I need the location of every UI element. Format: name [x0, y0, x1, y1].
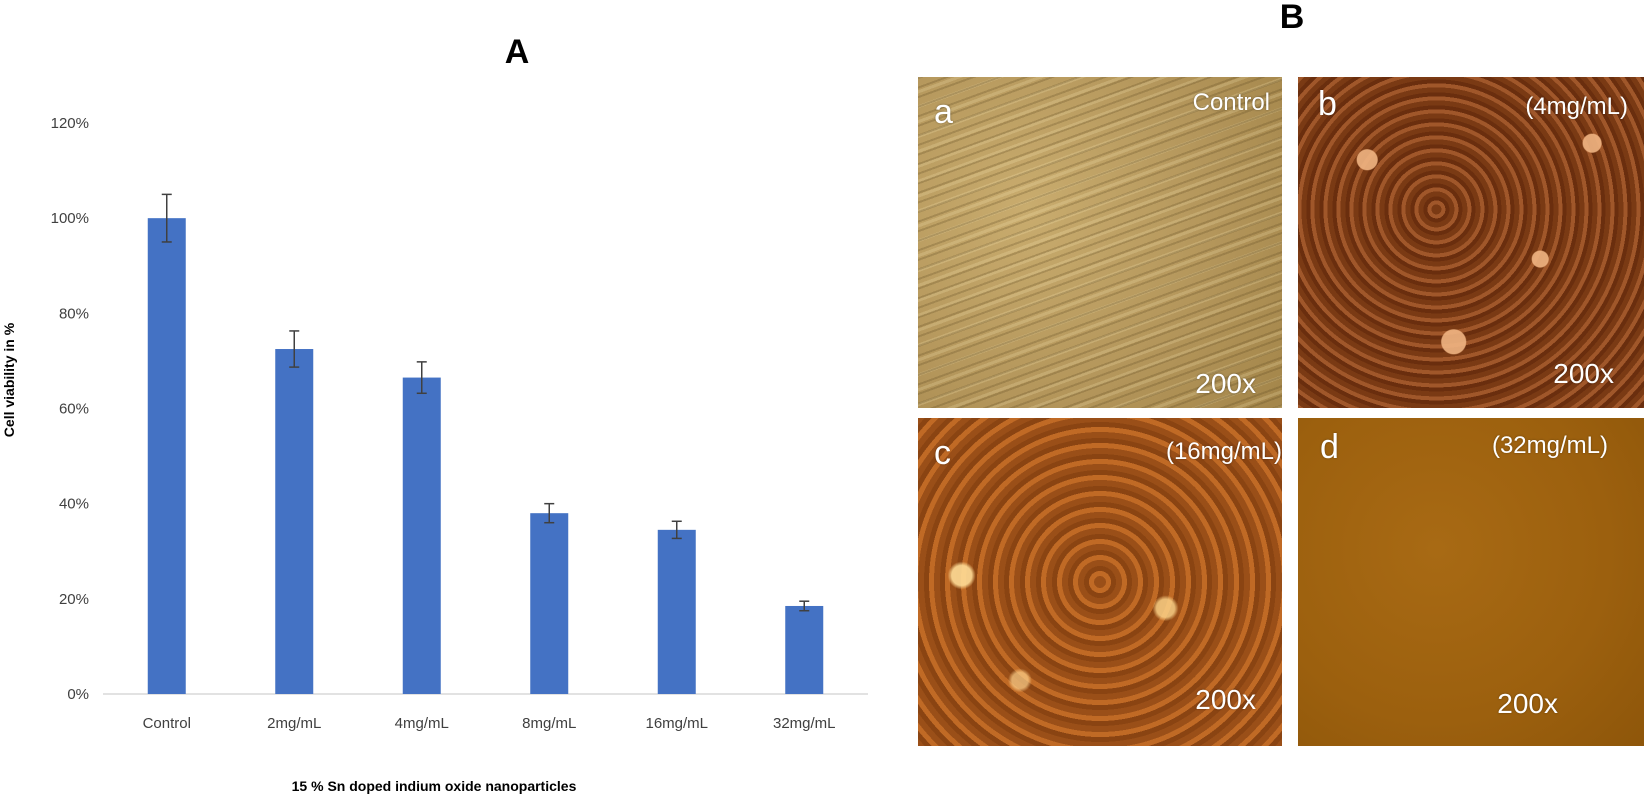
error-bars-group — [161, 193, 810, 612]
y-tick-label: 20% — [59, 591, 89, 608]
y-tick-label: 0% — [67, 686, 89, 703]
error-bar — [416, 361, 427, 395]
error-bar — [544, 502, 555, 524]
y-tick-label: 120% — [51, 115, 89, 132]
x-axis-title: 15 % Sn doped indium oxide nanoparticles — [292, 778, 577, 794]
category-label: 4mg/mL — [395, 715, 449, 732]
category-label: 8mg/mL — [522, 715, 576, 732]
panel-b-label: B — [1280, 0, 1305, 36]
category-label: Control — [143, 715, 191, 732]
micrograph-magnification: 200x — [1497, 688, 1558, 719]
error-bar — [161, 193, 172, 243]
micrograph-letter: a — [934, 93, 953, 131]
error-bar — [671, 520, 682, 540]
bar — [785, 605, 824, 694]
micrograph-4mg: b (4mg/mL) 200x — [1298, 77, 1644, 408]
category-labels: Control 2mg/mL 4mg/mL 8mg/mL 16mg/mL 32mg/mL — [143, 715, 836, 732]
y-tick-label: 40% — [59, 496, 89, 513]
micrograph-label: Control — [1192, 89, 1270, 116]
micrograph-label: (16mg/mL) — [1165, 438, 1282, 465]
category-label: 16mg/mL — [645, 715, 708, 732]
micrograph-label: (4mg/mL) — [1525, 93, 1628, 120]
bar — [402, 377, 441, 694]
error-bar — [799, 600, 810, 612]
micrograph-control: a Control 200x — [918, 77, 1282, 408]
category-label: 2mg/mL — [267, 715, 321, 732]
bar — [530, 513, 569, 694]
bar — [147, 218, 186, 694]
micrograph-magnification: 200x — [1195, 368, 1256, 399]
bar-chart: A 0% 20% 40% 60% 80% 100% 120% Control 2mg/mL 4m… — [1, 33, 868, 794]
y-tick-label: 100% — [51, 210, 89, 227]
micrograph-magnification: 200x — [1195, 684, 1256, 715]
micrograph-label: (32mg/mL) — [1491, 432, 1608, 459]
y-tick-label: 60% — [59, 401, 89, 418]
bars-group — [147, 218, 824, 694]
category-label: 32mg/mL — [773, 715, 836, 732]
panel-a-label: A — [505, 33, 530, 71]
error-bar — [289, 330, 300, 368]
micrograph-magnification: 200x — [1553, 358, 1614, 389]
micrograph-32mg: d (32mg/mL) 200x — [1298, 418, 1644, 746]
micrograph-letter: d — [1320, 428, 1339, 466]
y-axis-title: Cell viability in % — [1, 322, 17, 437]
bar — [275, 349, 314, 694]
y-axis-ticks: 0% 20% 40% 60% 80% 100% 120% — [51, 115, 89, 703]
bar — [657, 529, 696, 694]
y-tick-label: 80% — [59, 305, 89, 322]
micrograph-letter: c — [934, 434, 951, 472]
micrograph-letter: b — [1318, 85, 1337, 123]
micrograph-16mg: c (16mg/mL) 200x — [918, 418, 1282, 746]
